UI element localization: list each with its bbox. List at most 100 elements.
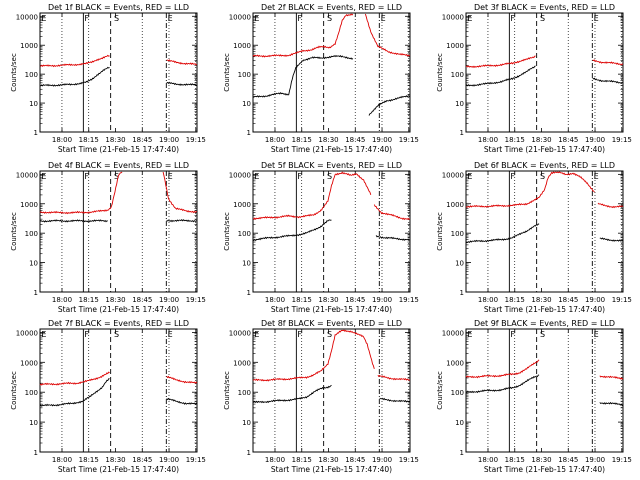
- x-tick-label: 18:00: [265, 296, 285, 304]
- x-tick-label: 19:15: [612, 456, 632, 464]
- x-tick-label: 18:15: [292, 296, 312, 304]
- lld-series-line: [166, 59, 198, 66]
- flag-label: E: [594, 14, 599, 23]
- x-axis-label: Start Time (21-Feb-15 17:47:40): [271, 465, 392, 474]
- x-tick-label: 18:15: [292, 136, 312, 144]
- plot-frame: [39, 328, 198, 453]
- y-tick-label: 10: [455, 260, 464, 268]
- plot-frame: [252, 328, 411, 453]
- x-axis-label: Start Time (21-Feb-15 17:47:40): [271, 305, 392, 314]
- x-tick-label: 19:15: [186, 136, 206, 144]
- x-tick-label: 18:45: [558, 136, 578, 144]
- flag-label: F: [84, 330, 89, 339]
- flag-label: S: [540, 330, 545, 339]
- lld-series-line: [166, 375, 198, 384]
- y-tick-label: 100: [238, 389, 251, 397]
- y-tick-label: 100: [451, 71, 464, 79]
- flag-label: E: [381, 14, 386, 23]
- y-tick-label: 100: [451, 230, 464, 238]
- x-axis-label: Start Time (21-Feb-15 17:47:40): [58, 465, 179, 474]
- lld-series-line: [465, 55, 536, 69]
- lld-series-line: [377, 374, 411, 381]
- x-tick-label: 18:45: [345, 136, 365, 144]
- x-tick-label: 18:00: [52, 456, 72, 464]
- y-axis-label: Counts/sec: [436, 53, 444, 92]
- flag-label: F: [297, 14, 302, 23]
- flag-label: F: [84, 14, 89, 23]
- y-axis-label: Counts/sec: [10, 53, 18, 92]
- y-tick-label: 1000: [20, 359, 38, 367]
- x-tick-label: 18:45: [558, 456, 578, 464]
- y-tick-label: 100: [238, 71, 251, 79]
- flag-label: E: [41, 172, 46, 181]
- detector-panel-3: Det 3f BLACK = Events, RED = LLD 1 10 100 10…: [436, 3, 632, 154]
- y-tick-label: 100: [451, 389, 464, 397]
- y-tick-label: 1000: [20, 201, 38, 209]
- plot-frame: [465, 328, 624, 453]
- y-axis-label: Counts/sec: [223, 371, 231, 410]
- panel-title: Det 6f BLACK = Events, RED = LLD: [474, 161, 615, 170]
- x-tick-label: 19:15: [399, 136, 419, 144]
- events-series-line: [39, 66, 110, 87]
- events-series-line: [465, 374, 540, 394]
- x-tick-label: 19:00: [159, 296, 179, 304]
- x-tick-label: 18:30: [531, 456, 551, 464]
- flag-label: F: [84, 172, 89, 181]
- x-tick-label: 19:00: [372, 136, 392, 144]
- lld-series-line: [39, 171, 123, 215]
- x-tick-label: 19:15: [186, 296, 206, 304]
- y-axis-label: Counts/sec: [223, 53, 231, 92]
- events-series-line: [166, 397, 198, 405]
- y-tick-label: 100: [25, 389, 38, 397]
- flag-label: E: [254, 14, 259, 23]
- x-tick-label: 18:15: [79, 296, 99, 304]
- x-tick-label: 18:45: [345, 296, 365, 304]
- x-axis-label: Start Time (21-Feb-15 17:47:40): [484, 465, 605, 474]
- events-series-line: [252, 54, 354, 98]
- flag-label: E: [381, 172, 386, 181]
- panel-title: Det 5f BLACK = Events, RED = LLD: [261, 161, 402, 170]
- events-series-line: [166, 81, 198, 87]
- y-tick-label: 10: [455, 100, 464, 108]
- x-tick-label: 18:45: [345, 456, 365, 464]
- flag-label: E: [254, 172, 259, 181]
- x-tick-label: 18:15: [505, 456, 525, 464]
- lld-series-line: [592, 59, 624, 66]
- detector-panel-1: Det 1f BLACK = Events, RED = LLD 1 10 100 10…: [10, 3, 206, 154]
- plot-frame: [252, 12, 411, 133]
- y-tick-label: 1000: [233, 201, 251, 209]
- flag-label: F: [510, 330, 515, 339]
- flag-label: F: [297, 172, 302, 181]
- x-tick-label: 18:30: [105, 456, 125, 464]
- x-tick-label: 19:00: [372, 296, 392, 304]
- plot-frame: [252, 170, 411, 293]
- x-tick-label: 18:30: [318, 136, 338, 144]
- events-series-line: [39, 378, 110, 407]
- flag-label: F: [297, 330, 302, 339]
- y-tick-label: 10: [29, 260, 38, 268]
- lld-series-line: [252, 13, 354, 58]
- events-series-line: [379, 397, 411, 403]
- detector-panel-4: Det 4f BLACK = Events, RED = LLD 1 10 100 10…: [10, 161, 206, 314]
- x-tick-label: 18:00: [52, 296, 72, 304]
- y-tick-label: 1: [247, 289, 251, 297]
- y-tick-label: 10: [242, 100, 251, 108]
- x-axis-label: Start Time (21-Feb-15 17:47:40): [271, 145, 392, 154]
- y-tick-label: 10000: [442, 171, 464, 179]
- x-tick-label: 19:15: [612, 136, 632, 144]
- x-tick-label: 18:45: [558, 296, 578, 304]
- x-tick-label: 18:45: [132, 136, 152, 144]
- plot-frame: [465, 12, 624, 133]
- flag-label: E: [168, 14, 173, 23]
- events-series-line: [599, 237, 624, 242]
- x-tick-label: 18:45: [132, 456, 152, 464]
- x-tick-label: 19:00: [585, 136, 605, 144]
- x-tick-label: 18:15: [292, 456, 312, 464]
- detector-panel-8: Det 8f BLACK = Events, RED = LLD 1 10 100 10…: [223, 319, 419, 474]
- x-tick-label: 18:00: [265, 136, 285, 144]
- y-tick-label: 10: [29, 100, 38, 108]
- lld-series-line: [465, 359, 540, 379]
- y-tick-label: 10: [242, 260, 251, 268]
- y-tick-label: 10000: [16, 171, 38, 179]
